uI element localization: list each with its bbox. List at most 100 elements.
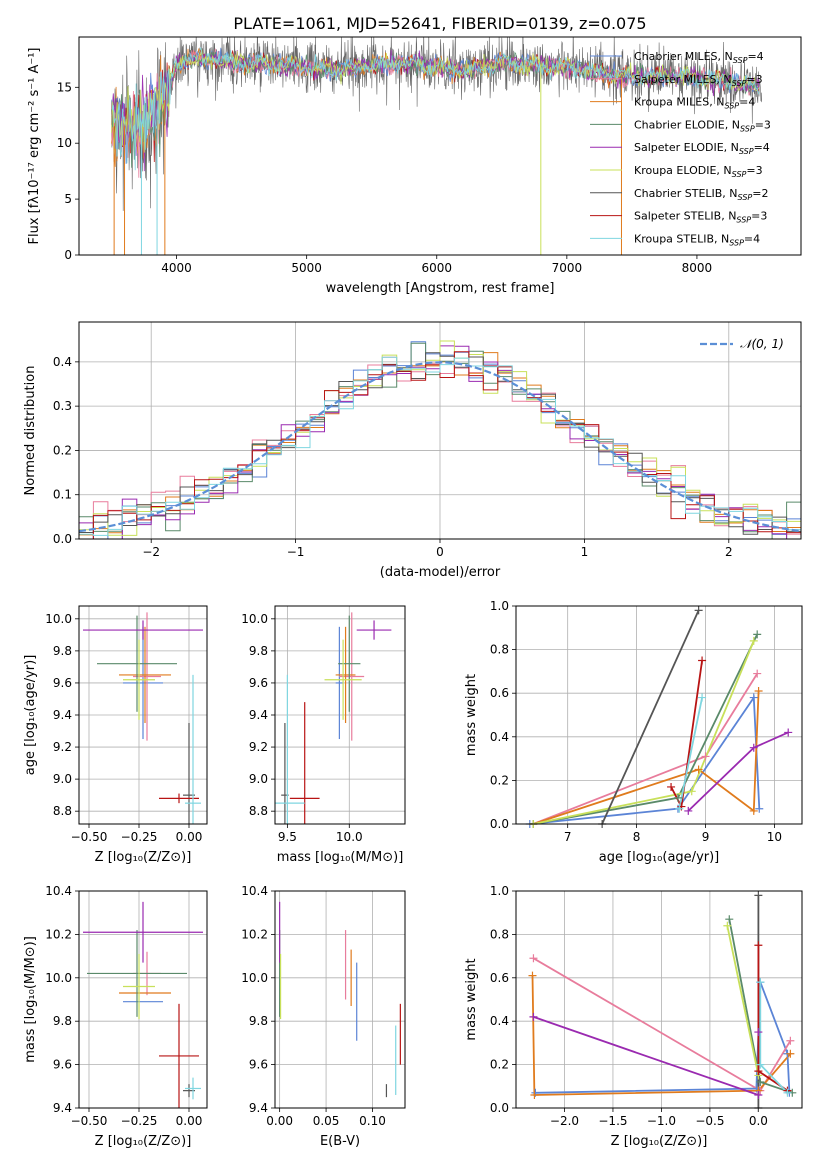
- x-tick-label: −1: [287, 545, 305, 559]
- axes-frame: [515, 605, 803, 825]
- x-axis-label: Z [log₁₀(Z/Z⊙)]: [95, 1134, 192, 1149]
- y-tick-label: 10.4: [45, 884, 72, 898]
- y-tick-label: 9.4: [53, 1101, 72, 1115]
- x-axis-label: Z [log₁₀(Z/Z⊙)]: [95, 850, 192, 865]
- weight-marker-chabrier_elodie: [673, 793, 682, 802]
- weight-marker-kroupa_stelib: [756, 978, 765, 987]
- weight-marker-chabrier_elodie: [756, 1077, 765, 1086]
- errorbar-kroupa_stelib: [185, 1077, 201, 1100]
- panel-mass_vs_ebv: 0.00 0.05 0.10 9.4 9.6 9.8 10.0 10.2 10.4 E(B-V): [241, 884, 406, 1149]
- y-tick-label: 10.0: [241, 971, 268, 985]
- weight-line-kroupa_miles: [532, 690, 760, 824]
- weight-line-chabrier_stelib: [601, 610, 700, 824]
- x-tick-label: 8000: [682, 261, 713, 275]
- plot-area: [83, 901, 203, 1108]
- legend-entry: Kroupa STELIB, NSSP=4: [634, 232, 760, 247]
- errorbar-salpeter_stelib: [159, 1003, 199, 1108]
- x-tick-label: 2: [725, 545, 733, 559]
- errorbar-chabrier_elodie: [87, 930, 187, 1017]
- weight-line-kroupa_miles: [531, 975, 792, 1096]
- y-tick-label: 9.6: [53, 1058, 72, 1072]
- axes-frame: [78, 36, 802, 256]
- plot-area: [275, 612, 392, 824]
- weight-marker-salpeter_elodie: [754, 1090, 763, 1099]
- weight-line-chabrier_miles: [529, 694, 761, 824]
- y-tick-label: 0: [64, 248, 72, 262]
- weight-marker-chabrier_elodie: [753, 630, 762, 639]
- y-tick-label: 0.0: [490, 817, 509, 831]
- x-axis-label: mass [log₁₀(M/M⊙)]: [277, 850, 404, 865]
- y-axis-label: mass [log₁₀(M/M⊙)]: [23, 936, 38, 1063]
- axes-frame: [274, 605, 406, 825]
- legend-entry: Salpeter STELIB, NSSP=3: [634, 210, 767, 225]
- x-axis-label: E(B-V): [320, 1134, 360, 1149]
- x-axis-label: age [log₁₀(age/yr)]: [599, 850, 720, 865]
- y-tick-label: 1.0: [490, 599, 509, 613]
- weight-marker-kroupa_miles: [694, 765, 703, 774]
- y-tick-label: 10.0: [45, 612, 72, 626]
- weight-marker-chabrier_stelib: [754, 891, 763, 900]
- weight-marker-salpeter_stelib: [698, 656, 707, 665]
- y-tick-label: 10.0: [45, 971, 72, 985]
- plot-area: [111, 37, 762, 255]
- weight-marker-salpeter_miles: [529, 954, 538, 963]
- y-tick-label: 15: [57, 80, 72, 94]
- errorbar-kroupa_miles: [119, 626, 171, 724]
- weight-line-kroupa_elodie: [726, 925, 760, 1076]
- errorbar-salpeter_stelib: [289, 702, 320, 824]
- normal-curve: [79, 361, 801, 533]
- panel-spectrum: 4000 5000 6000 7000 8000 0 5 10 15 wavelength [An…: [27, 36, 802, 296]
- x-tick-label: −2: [142, 545, 160, 559]
- axes-frame: [78, 605, 208, 825]
- x-axis-label: wavelength [Angstrom, rest frame]: [326, 281, 555, 296]
- y-tick-label: 9.0: [249, 772, 268, 786]
- y-axis-label: age [log₁₀(age/yr)]: [23, 655, 38, 776]
- y-axis-label: mass weight: [464, 958, 479, 1040]
- weight-marker-kroupa_miles: [749, 806, 758, 815]
- x-tick-label: 4000: [161, 261, 192, 275]
- errorbar-chabrier_miles: [123, 626, 163, 740]
- y-tick-label: 9.4: [249, 1101, 268, 1115]
- x-tick-label: 0.00: [266, 1114, 293, 1128]
- y-tick-label: 0.4: [53, 355, 72, 369]
- legend-entry: Chabrier MILES, NSSP=4: [634, 50, 764, 65]
- x-axis-label: Z [log₁₀(Z/Z⊙)]: [611, 1134, 708, 1149]
- y-tick-label: 9.6: [249, 676, 268, 690]
- x-tick-label: 0.00: [176, 830, 203, 844]
- y-tick-label: 10.2: [45, 927, 72, 941]
- y-tick-label: 9.6: [53, 676, 72, 690]
- x-tick-label: 0.00: [176, 1114, 203, 1128]
- y-tick-label: 10.2: [241, 927, 268, 941]
- weight-marker-chabrier_stelib: [694, 606, 703, 615]
- y-tick-label: 0.0: [53, 532, 72, 546]
- y-tick-label: 0.0: [490, 1101, 509, 1115]
- x-tick-label: −1.0: [647, 1114, 676, 1128]
- errorbar-chabrier_elodie: [97, 615, 177, 712]
- errorbar-chabrier_miles: [335, 626, 344, 740]
- errorbar-kroupa_miles: [335, 626, 356, 724]
- legend-entry: Kroupa ELODIE, NSSP=3: [634, 164, 763, 179]
- axes-frame: [515, 890, 803, 1109]
- errorbar-kroupa_elodie: [123, 953, 155, 1020]
- y-tick-label: 9.2: [249, 740, 268, 754]
- y-tick-label: 9.4: [53, 708, 72, 722]
- weight-marker-kroupa_elodie: [749, 636, 758, 645]
- y-tick-label: 9.4: [249, 708, 268, 722]
- x-tick-label: −1.5: [598, 1114, 627, 1128]
- y-tick-label: 0.3: [53, 399, 72, 413]
- errorbar-salpeter_elodie: [83, 901, 203, 963]
- weight-marker-salpeter_elodie: [754, 1028, 763, 1037]
- weight-marker-salpeter_elodie: [749, 743, 758, 752]
- weight-marker-salpeter_stelib: [754, 1067, 763, 1076]
- x-tick-label: −0.25: [121, 1114, 158, 1128]
- x-tick-label: 5000: [291, 261, 322, 275]
- weight-marker-kroupa_elodie: [687, 787, 696, 796]
- weight-marker-kroupa_miles: [754, 687, 763, 696]
- weight-marker-kroupa_elodie: [723, 921, 732, 930]
- y-tick-label: 0.8: [490, 643, 509, 657]
- weight-marker-kroupa_stelib: [756, 1060, 765, 1069]
- weight-marker-salpeter_miles: [786, 1036, 795, 1045]
- weight-marker-kroupa_stelib: [783, 1088, 792, 1097]
- y-tick-label: 10.0: [241, 612, 268, 626]
- x-tick-label: 0.0: [749, 1114, 768, 1128]
